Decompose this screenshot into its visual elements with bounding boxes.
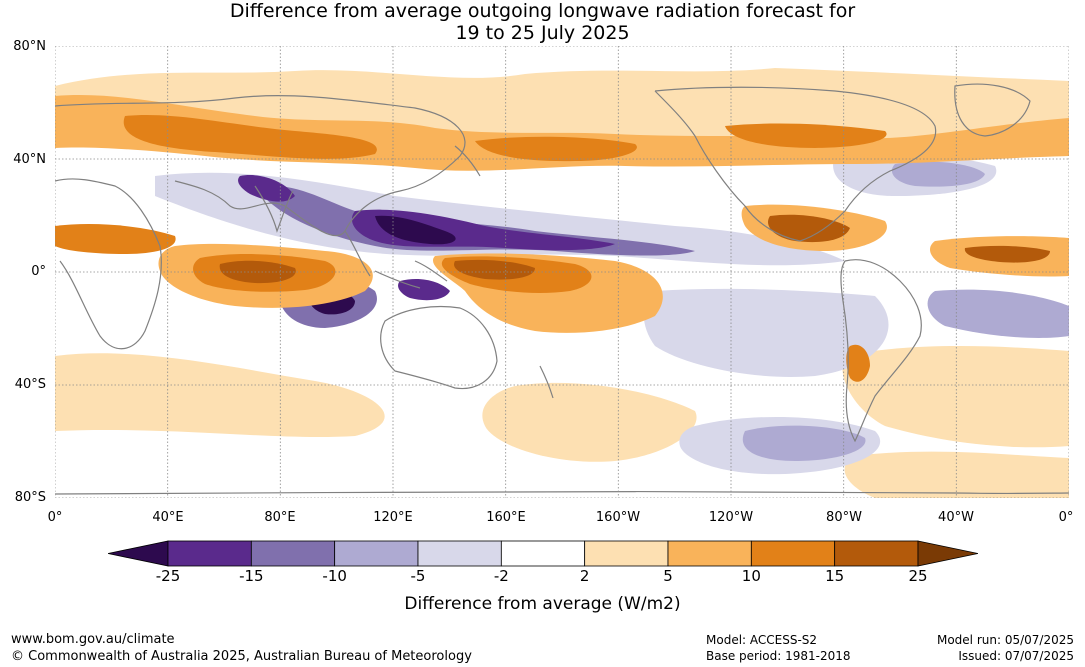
footer-left: www.bom.gov.au/climate © Commonwealth of… (11, 631, 472, 665)
lon-label-80e: 80°E (264, 510, 296, 525)
map-title-line1: Difference from average outgoing longwav… (229, 0, 856, 22)
anomaly-region-south-pacific-negative (643, 288, 889, 377)
lat-label-40n: 40°N (13, 152, 46, 167)
coastline-greenland (954, 83, 1031, 137)
coastline-eurasia (55, 95, 466, 237)
anomaly-region-sh-mid-positive (55, 353, 385, 438)
lon-label-160w: 160°W (595, 510, 641, 525)
colorbar-swatch (834, 540, 919, 567)
anomaly-region-south-atlantic-positive (842, 346, 1069, 448)
colorbar-extend-high (917, 540, 979, 567)
map-canvas (55, 46, 1069, 498)
footer-issued: Issued: 07/07/2025 (958, 649, 1074, 663)
colorbar-swatch (250, 540, 336, 567)
colorbar-swatch (584, 540, 669, 567)
lon-label-360: 0° (1058, 510, 1074, 525)
coastline-antarctica (55, 490, 1069, 495)
colorbar (107, 538, 979, 570)
anomaly-region-south-america-positive (846, 344, 870, 382)
colorbar-tick-label: -15 (239, 567, 264, 585)
lon-label-160e: 160°E (486, 510, 526, 525)
olr-anomaly-map (55, 46, 1069, 498)
colorbar-tick-label: -25 (155, 567, 181, 585)
coastline-south-america (840, 259, 922, 443)
anomaly-region-eurasia-strong-positive (123, 114, 377, 159)
lat-label-80s: 80°S (14, 490, 46, 505)
footer-url: www.bom.gov.au/climate (11, 632, 175, 647)
footer-model-info: Model: ACCESS-S2 Base period: 1981-2018 (706, 632, 851, 664)
lon-label-120e: 120°E (373, 510, 413, 525)
anomaly-region-south-pacific-positive (482, 382, 697, 462)
anomaly-region-atlantic-strong-positive (964, 245, 1050, 263)
colorbar-extend-low (107, 540, 169, 567)
lat-label-0: 0° (31, 264, 46, 279)
anomaly-region-western-pacific-extreme-negative (375, 215, 456, 245)
footer-base-period: Base period: 1981-2018 (706, 649, 851, 663)
colorbar-tick-label: -10 (322, 567, 347, 585)
anomaly-region-maritime-continent-negative (255, 185, 695, 256)
map-title-line2: 19 to 25 July 2025 (455, 22, 630, 44)
colorbar-graphic (107, 540, 979, 567)
anomaly-region-indonesia-negative (398, 279, 450, 301)
colorbar-tick-label: 10 (741, 567, 761, 585)
footer-run-info: Model run: 05/07/2025 Issued: 07/07/2025 (937, 632, 1074, 664)
colorbar-swatch (750, 540, 836, 567)
lon-label-120w: 120°W (708, 510, 754, 525)
lat-label-40s: 40°S (14, 377, 46, 392)
coastline-japan (454, 145, 481, 177)
colorbar-tick-label: 2 (579, 567, 590, 585)
graticule (55, 46, 1069, 498)
anomaly-region-antarctic-positive (844, 451, 1069, 498)
anomaly-region-north-america-positive (725, 123, 887, 148)
colorbar-swatch (667, 540, 752, 567)
coastlines (55, 83, 1069, 495)
anomaly-region-central-america-strong-positive (767, 214, 850, 243)
anomaly-region-south-atlantic-negative (927, 289, 1069, 338)
colorbar-tick-label: 5 (663, 567, 673, 585)
coastline-north-america (654, 86, 937, 242)
anomaly-region-tropics-weak-negative (155, 172, 845, 266)
colorbar-tick-label: -2 (493, 567, 509, 585)
anomaly-region-africa-positive (55, 224, 176, 254)
map-title: Difference from average outgoing longwav… (0, 0, 1085, 44)
colorbar-swatch (167, 540, 252, 567)
lon-label-40e: 40°E (152, 510, 184, 525)
coastline-africa (55, 178, 162, 350)
anomaly-region-north-pacific-mid-negative (891, 161, 985, 187)
colorbar-tick-label: 25 (908, 567, 928, 585)
colorbar-swatch (500, 540, 586, 567)
coastline-indian-subcontinent (254, 185, 294, 233)
colorbar-label: Difference from average (W/m2) (404, 594, 681, 614)
coastline-new-zealand (539, 365, 554, 399)
lat-label-80n: 80°N (13, 39, 46, 54)
lon-label-40w: 40°W (938, 510, 974, 525)
footer-copyright: © Commonwealth of Australia 2025, Austra… (11, 649, 472, 664)
colorbar-swatch (334, 540, 419, 567)
anomaly-region-bay-of-bengal-negative (238, 175, 295, 202)
colorbar-tick-label: 15 (825, 567, 845, 585)
lon-label-80w: 80°W (826, 510, 862, 525)
anomaly-region-indian-ocean-extreme-positive (219, 260, 296, 284)
anomaly-region-southern-ocean-mid-negative (742, 425, 866, 461)
anomaly-region-north-pacific-strong-positive (475, 136, 637, 162)
footer-model-run: Model run: 05/07/2025 (936, 633, 1074, 647)
lon-label-0: 0° (47, 510, 63, 525)
footer-model: Model: ACCESS-S2 (706, 633, 818, 647)
anomaly-region-central-pacific-extreme-positive (454, 259, 535, 280)
colorbar-swatch (417, 540, 502, 567)
colorbar-tick-label: -5 (410, 567, 426, 585)
